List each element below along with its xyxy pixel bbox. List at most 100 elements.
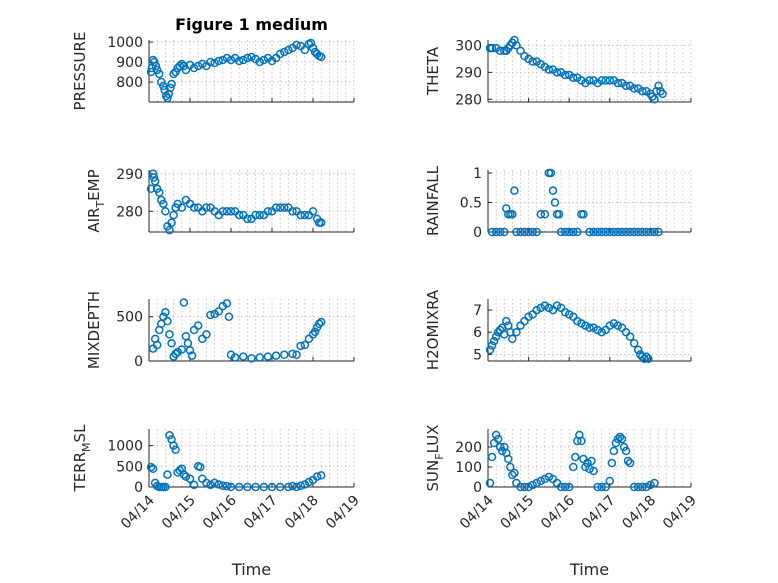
data-point [157,77,166,87]
y-tick-label: 0 [134,354,143,370]
data-point [491,332,501,341]
data-point [300,340,310,350]
data-point [234,482,244,492]
data-point [169,210,178,220]
y-tick-label: 900 [116,55,143,71]
data-point [540,301,550,310]
data-point [210,478,219,488]
data-point [239,352,248,361]
data-point [623,456,633,466]
data-point [552,301,562,310]
data-point [218,481,228,491]
data-point [613,321,623,330]
data-point [581,321,590,330]
data-point [296,341,305,351]
y-axis-label: THETA [424,46,442,96]
data-point [284,482,293,492]
data-point [621,81,631,91]
data-point [230,353,240,362]
data-point [177,203,187,212]
data-point [177,345,187,354]
data-point [161,482,170,492]
y-axis-label-main: MIXDEPTH [85,291,103,369]
y-axis-label-rest: EMP [85,169,103,200]
data-point [214,307,223,316]
data-point [163,470,172,479]
y-axis-label-main: TERR [71,452,89,493]
data-point [234,210,244,220]
data-point [150,57,159,67]
data-point [161,308,170,317]
data-point [189,480,199,490]
data-point [193,61,203,71]
y-axis-label: MIXDEPTH [85,291,103,369]
data-point [189,63,199,73]
data-point [495,227,505,237]
data-point [617,434,627,444]
data-point [629,227,639,237]
data-point [485,345,495,355]
x-tick-label: 04/17 [579,493,619,533]
data-point [544,303,554,313]
data-point [607,458,617,468]
data-point [520,227,529,237]
data-point [198,59,207,69]
data-point [658,89,667,99]
data-point [152,65,162,75]
y-axis-label-main: H2OMIXRA [424,289,442,370]
data-point [275,49,285,59]
data-point [202,330,211,339]
data-point [316,52,326,62]
data-point [189,203,199,212]
data-point [304,334,314,344]
data-point [202,203,211,212]
data-point [646,227,655,237]
data-point [214,480,223,489]
data-point [629,482,639,492]
data-point [540,210,550,219]
data-point [292,350,301,360]
data-point [314,319,324,329]
data-point [499,227,509,237]
data-point [495,46,505,56]
data-point [532,305,541,315]
data-point [605,476,615,486]
data-point [504,454,513,464]
data-point [251,210,260,220]
data-point [487,452,497,462]
data-point [544,472,554,482]
data-point [556,227,566,237]
data-point [573,227,582,237]
data-point [546,168,556,178]
data-point [621,446,631,456]
data-point [512,227,521,237]
data-point [155,188,164,197]
data-point [556,482,566,492]
x-tick-label: 04/19 [323,493,363,533]
data-point [149,173,159,182]
data-point [169,69,178,79]
y-axis-label: H2OMIXRA [424,289,442,370]
data-point [642,352,651,361]
data-point [146,184,156,194]
data-point [491,227,501,237]
data-point [629,84,639,93]
y-axis-label-main: SUN [424,460,442,492]
data-point [259,55,269,65]
data-point [152,340,162,350]
data-point [629,339,639,348]
data-point [183,339,193,348]
y-axis-label-rest: LUX [424,425,442,454]
data-point [571,452,580,462]
data-point [532,227,541,237]
data-point [161,207,170,216]
data-point [510,186,519,195]
data-point [564,482,574,492]
data-point [617,227,627,237]
y-tick-label: 1000 [107,35,143,51]
data-point [163,93,172,103]
data-point [508,210,517,219]
data-point [284,45,293,55]
data-point [196,462,205,472]
